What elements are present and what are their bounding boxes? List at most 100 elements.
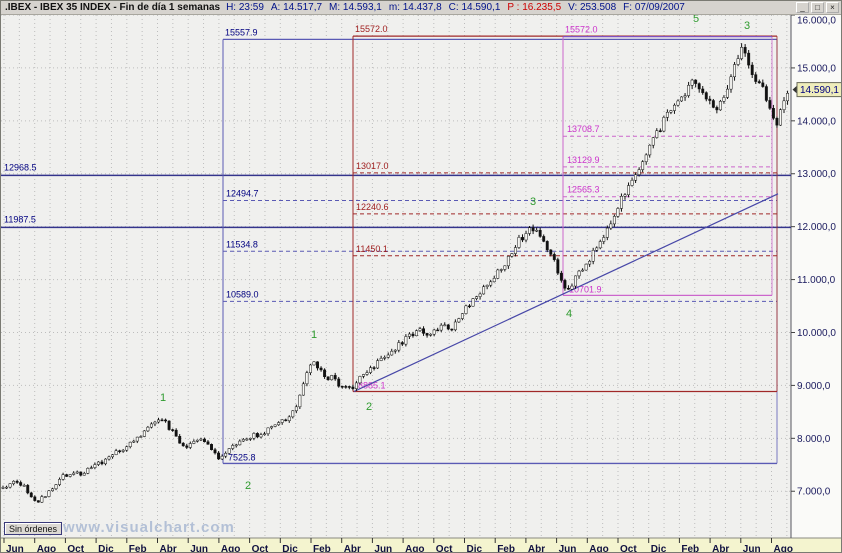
candle-body: [549, 249, 553, 255]
candle-body: [326, 376, 330, 381]
maximize-button[interactable]: □: [811, 2, 824, 13]
plot-background: [1, 15, 791, 538]
candle-body: [577, 270, 581, 277]
time-axis-strip[interactable]: [1, 538, 842, 553]
candle-body: [393, 349, 397, 352]
time-tick-label: Abr: [712, 544, 729, 553]
time-tick-label: Dic: [98, 544, 114, 553]
watermark: www.visualchart.com: [63, 519, 235, 536]
candle-body: [164, 419, 168, 422]
candle-body: [694, 79, 698, 84]
candle-body: [669, 110, 673, 113]
candle-body: [708, 98, 712, 101]
candle-body: [588, 260, 592, 265]
candle-body: [362, 374, 365, 377]
candle-body: [574, 275, 577, 287]
quote-fields: H: 23:59 A: 14.517,7 M: 14.593,1 m: 14.437,…: [226, 2, 692, 13]
candle-body: [132, 440, 136, 443]
quote-field: C: 14.590,1: [448, 2, 501, 13]
retracement-label: 10589.0: [226, 289, 259, 299]
time-tick-label: Feb: [313, 544, 331, 553]
candle-body: [407, 333, 411, 337]
candle-body: [439, 324, 443, 331]
candle-body: [330, 375, 334, 381]
window-title: .IBEX - IBEX 35 INDEX - Fin de día 1 sem…: [5, 2, 221, 13]
candle-body: [457, 318, 461, 323]
candle-body: [468, 305, 471, 308]
elliott-wave-label: 1: [160, 392, 166, 404]
candle-body: [757, 81, 761, 84]
candle-body: [446, 324, 450, 330]
time-tick-label: Ago: [37, 544, 56, 553]
candle-body: [234, 444, 238, 447]
candle-body: [376, 360, 380, 369]
retracement-label: 12565.3: [567, 185, 600, 195]
candle-body: [86, 468, 90, 474]
candle-body: [323, 369, 327, 377]
candle-body: [238, 440, 242, 446]
time-tick-label: Dic: [282, 544, 298, 553]
candle-body: [779, 109, 782, 126]
quote-field: H: 23:59: [226, 2, 264, 13]
candle-body: [26, 485, 30, 494]
level-label: 11987.5: [4, 214, 36, 224]
time-tick-label: Feb: [497, 544, 515, 553]
candle-body: [107, 456, 111, 460]
time-tick-label: Feb: [681, 544, 699, 553]
candle-body: [733, 64, 736, 78]
time-tick-label: Ago: [221, 544, 240, 553]
candle-body: [40, 496, 44, 503]
candle-body: [372, 367, 376, 369]
candle-body: [379, 357, 383, 361]
close-button[interactable]: ×: [826, 2, 839, 13]
candle-body: [771, 108, 775, 119]
price-tick-label: 10.000,0: [797, 328, 836, 339]
price-axis-strip[interactable]: [791, 15, 842, 538]
time-tick-label: Oct: [252, 544, 269, 553]
candle-body: [687, 85, 691, 96]
candle-body: [747, 52, 751, 66]
candle-body: [153, 421, 157, 425]
candle-body: [764, 86, 768, 101]
price-tick-label: 9.000,0: [797, 381, 831, 392]
candle-body: [528, 227, 532, 234]
candlestick-series[interactable]: [1, 43, 789, 503]
window-titlebar[interactable]: .IBEX - IBEX 35 INDEX - Fin de día 1 sem…: [1, 1, 841, 15]
candle-body: [595, 247, 599, 251]
minimize-button[interactable]: _: [796, 2, 809, 13]
candle-body: [400, 342, 404, 345]
time-tick-label: Ago: [774, 544, 793, 553]
candle-body: [111, 454, 115, 458]
candle-body: [354, 382, 358, 389]
candle-body: [149, 423, 153, 428]
chart-canvas[interactable]: 12968.5 11987.5 12494.7 11534.8 10589.0 15557…: [1, 15, 842, 553]
candle-body: [36, 500, 40, 503]
time-tick-label: Ago: [405, 544, 424, 553]
candle-body: [213, 449, 217, 454]
candle-body: [22, 485, 26, 487]
candle-body: [298, 394, 302, 408]
candle-body: [202, 438, 206, 443]
candle-body: [485, 284, 489, 288]
candle-body: [294, 406, 298, 412]
candle-body: [460, 313, 464, 319]
candle-body: [316, 361, 319, 369]
current-price-tag: [796, 82, 841, 98]
candle-body: [142, 430, 146, 437]
retracement-label: 13017.0: [356, 161, 389, 171]
no-orders-button[interactable]: Sin órdenes: [4, 522, 63, 535]
candle-body: [72, 472, 76, 475]
candle-body: [612, 216, 616, 225]
time-tick-label: Abr: [344, 544, 361, 553]
trendline[interactable]: [353, 193, 779, 393]
candle-body: [736, 58, 740, 65]
candle-body: [609, 223, 613, 229]
candle-body: [411, 333, 415, 337]
quote-field: A: 14.517,7: [270, 2, 323, 13]
candle-body: [743, 47, 747, 54]
candle-body: [280, 419, 284, 423]
candle-body: [337, 378, 341, 387]
candle-body: [489, 281, 493, 286]
candle-body: [312, 361, 316, 366]
candle-body: [559, 272, 563, 281]
